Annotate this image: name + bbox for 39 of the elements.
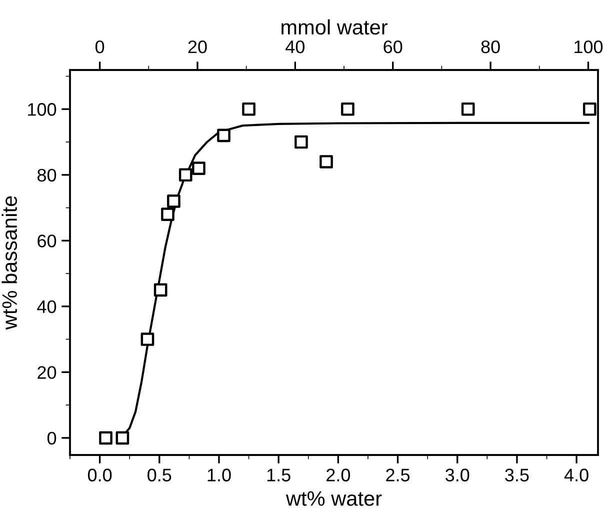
x2-axis-title: mmol water xyxy=(282,19,388,35)
point xyxy=(99,431,112,445)
point xyxy=(582,102,596,116)
x-tick-label: 4.0 xyxy=(564,468,588,482)
point xyxy=(178,168,192,182)
point xyxy=(242,102,256,116)
x-tick-label: 0.5 xyxy=(148,468,172,482)
point xyxy=(294,135,308,149)
x2-tick-label: 0 xyxy=(95,40,104,54)
y-tick-label: 20 xyxy=(38,366,56,379)
x-axis-title: wt% water xyxy=(286,491,382,506)
y-tick-label: 100 xyxy=(28,103,56,116)
x-tick-label: 3.5 xyxy=(505,468,529,482)
x-tick-label: 1.5 xyxy=(267,468,290,482)
x2-tick-label: 80 xyxy=(481,40,500,54)
x-tick-label: 2.0 xyxy=(326,468,350,482)
y-tick-label: 80 xyxy=(38,168,56,182)
x2-tick-label: 20 xyxy=(188,40,207,54)
point xyxy=(192,162,206,175)
y-tick-label: 60 xyxy=(38,234,56,248)
point xyxy=(461,102,475,116)
point xyxy=(161,208,174,221)
point xyxy=(217,128,230,142)
point xyxy=(320,155,333,168)
point xyxy=(167,194,180,208)
x2-tick-label: 100 xyxy=(574,40,603,54)
x-tick-label: 1.0 xyxy=(208,468,231,482)
point xyxy=(116,431,130,445)
x2-tick-label: 40 xyxy=(286,40,305,54)
y-tick-label: 40 xyxy=(37,300,56,314)
y-tick-label: 0 xyxy=(47,432,56,445)
point xyxy=(154,283,168,297)
y-axis-title: wt% bassanite xyxy=(2,196,18,330)
x2-tick-label: 60 xyxy=(384,40,402,54)
point xyxy=(341,102,354,116)
x-tick-label: 0.0 xyxy=(88,468,112,482)
point xyxy=(140,332,154,346)
x-tick-label: 3.0 xyxy=(446,468,470,482)
x-tick-label: 2.5 xyxy=(386,468,410,482)
